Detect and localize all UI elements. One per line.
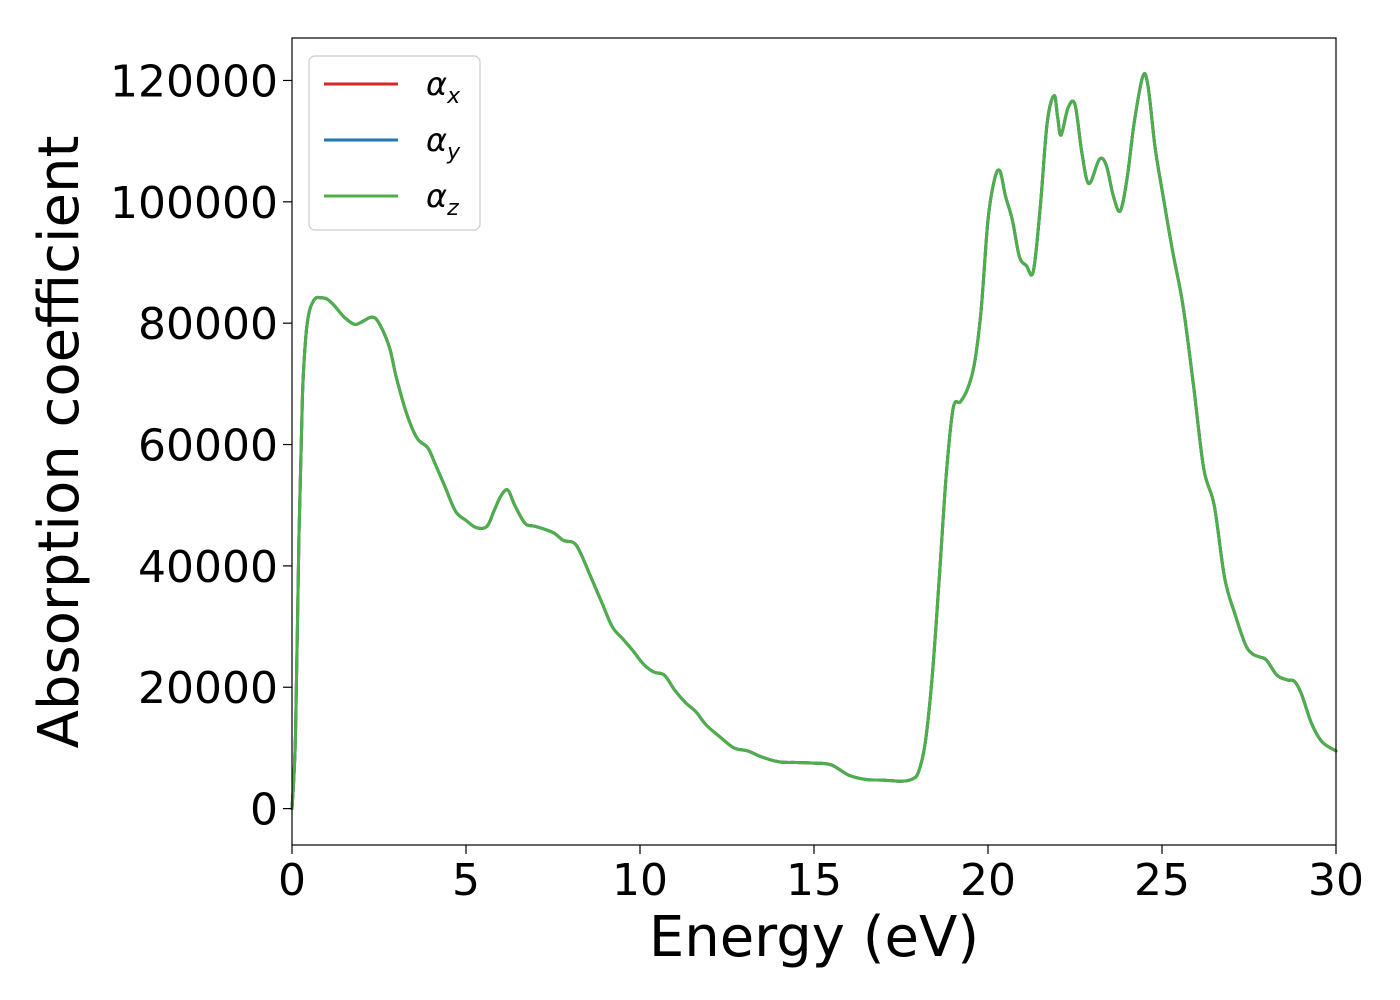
- x-axis-label: Energy (eV): [649, 905, 979, 970]
- x-tick-label: 0: [278, 855, 306, 906]
- x-tick-label: 25: [1134, 855, 1190, 906]
- y-tick-label: 80000: [138, 299, 278, 350]
- legend-label-base: α: [426, 121, 447, 159]
- x-axis-ticks: 0 5 10 15 20 25 30: [278, 845, 1364, 906]
- x-tick-label: 5: [452, 855, 480, 906]
- y-tick-label: 40000: [138, 542, 278, 593]
- x-tick-label: 20: [960, 855, 1016, 906]
- legend-box: [308, 55, 481, 231]
- legend-label-y: αy: [426, 121, 461, 165]
- y-tick-label: 20000: [138, 663, 278, 714]
- y-tick-label: 100000: [110, 178, 278, 229]
- legend-label-base: α: [426, 65, 447, 103]
- legend-label-base: α: [426, 177, 447, 215]
- y-axis-label: Absorption coefficient: [27, 136, 92, 749]
- x-tick-label: 10: [612, 855, 668, 906]
- y-tick-label: 120000: [110, 56, 278, 107]
- series-line-z: [290, 72, 1338, 811]
- legend-label-x: αx: [426, 65, 461, 109]
- legend-label-subscript: y: [446, 140, 461, 165]
- y-tick-label: 60000: [138, 421, 278, 472]
- x-tick-label: 15: [786, 855, 842, 906]
- y-axis-ticks: 0 20000 40000 60000 80000 100000 120000: [110, 56, 292, 836]
- legend-label-subscript: x: [446, 84, 461, 109]
- legend-label-subscript: z: [446, 196, 459, 221]
- y-tick-label: 0: [250, 785, 278, 836]
- series-layer: [290, 72, 1338, 811]
- x-tick-label: 30: [1308, 855, 1364, 906]
- legend-label-z: αz: [426, 177, 459, 221]
